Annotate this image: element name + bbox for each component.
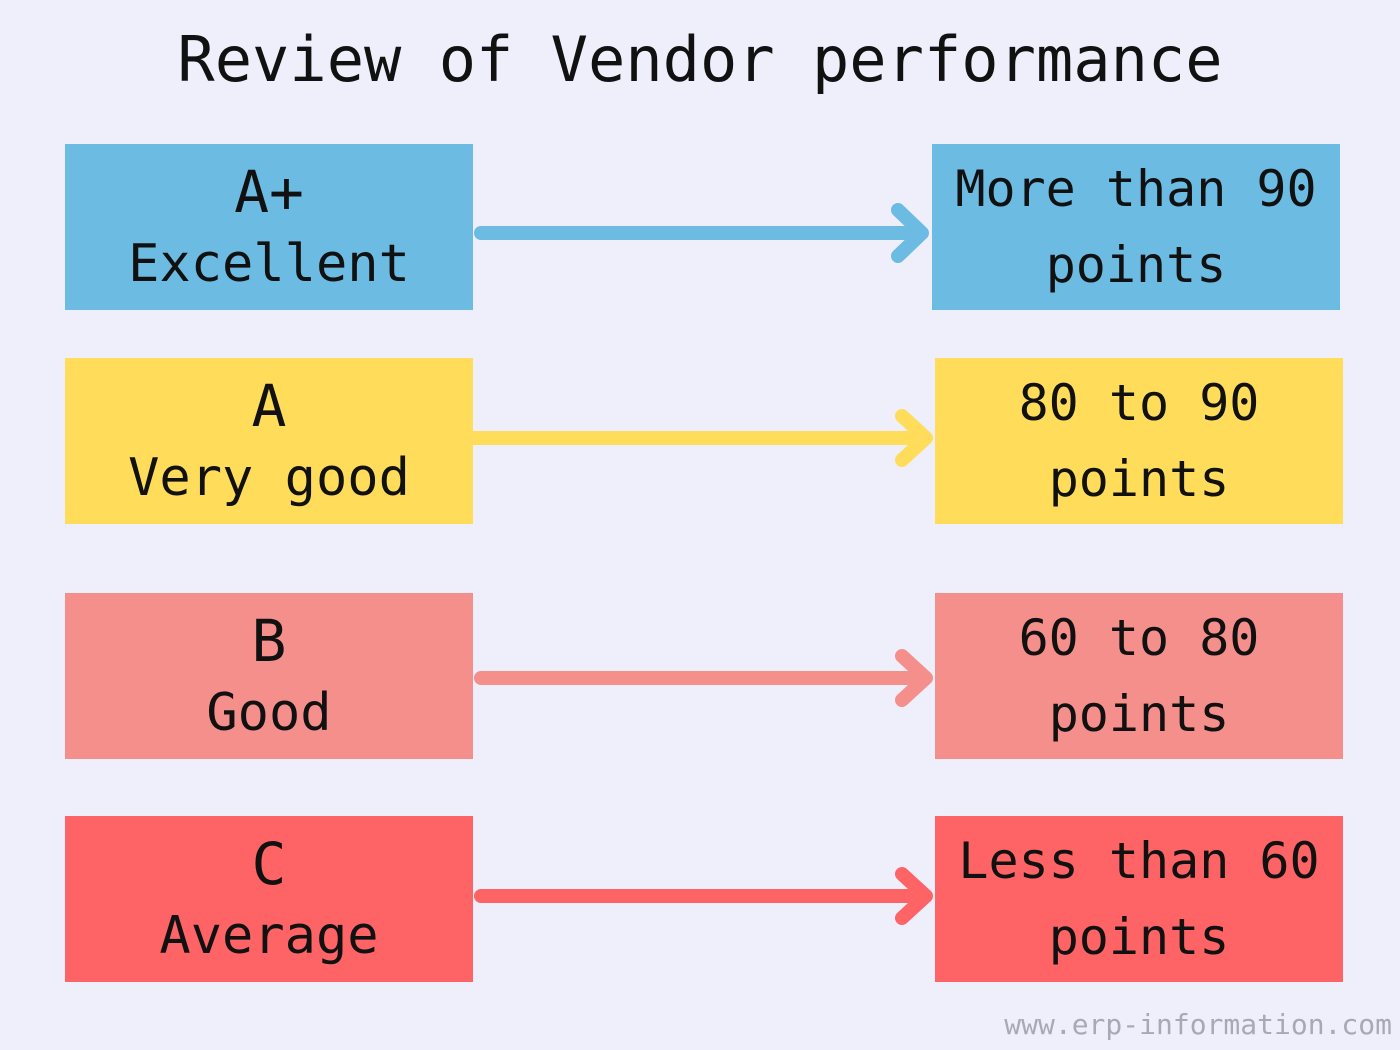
footer-url: www.erp-information.com bbox=[1004, 1008, 1392, 1041]
grade-letter: A+ bbox=[234, 158, 304, 226]
grade-letter: B bbox=[251, 607, 287, 675]
grade-label: Average bbox=[159, 906, 379, 966]
range-text: 60 to 80 bbox=[1018, 609, 1260, 667]
grade-letter: A bbox=[251, 372, 287, 440]
grade-box-average: C Average bbox=[65, 816, 473, 982]
page-title: Review of Vendor performance bbox=[177, 23, 1223, 96]
grade-box-very-good: A Very good bbox=[65, 358, 473, 524]
grade-label: Very good bbox=[128, 448, 410, 508]
arrow-very-good bbox=[466, 409, 933, 467]
arrow-excellent bbox=[474, 203, 929, 263]
range-box-excellent: More than 90 points bbox=[932, 144, 1340, 310]
range-unit: points bbox=[1045, 236, 1227, 294]
range-unit: points bbox=[1048, 908, 1230, 966]
arrow-good bbox=[474, 649, 933, 707]
range-box-good: 60 to 80 points bbox=[935, 593, 1343, 759]
arrow-average bbox=[474, 867, 933, 925]
grade-label: Good bbox=[206, 683, 332, 743]
grade-box-good: B Good bbox=[65, 593, 473, 759]
range-unit: points bbox=[1048, 685, 1230, 743]
range-text: Less than 60 bbox=[958, 832, 1320, 890]
grade-box-excellent: A+ Excellent bbox=[65, 144, 473, 310]
range-box-average: Less than 60 points bbox=[935, 816, 1343, 982]
range-text: More than 90 bbox=[955, 160, 1317, 218]
range-box-very-good: 80 to 90 points bbox=[935, 358, 1343, 524]
grade-letter: C bbox=[251, 830, 287, 898]
grade-label: Excellent bbox=[128, 234, 410, 294]
range-unit: points bbox=[1048, 450, 1230, 508]
range-text: 80 to 90 bbox=[1018, 374, 1260, 432]
